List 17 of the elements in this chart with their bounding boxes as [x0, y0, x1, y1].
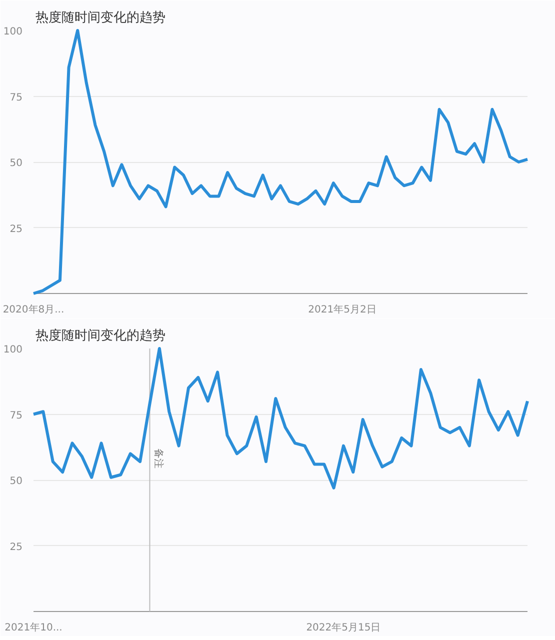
x-tick-label: 2021年10... [4, 622, 62, 634]
y-tick-label: 50 [10, 158, 23, 169]
y-tick-label: 75 [10, 410, 23, 422]
chart-title: 热度随时间变化的趋势 [36, 328, 166, 344]
x-tick-label: 2021年5月2日 [308, 304, 376, 316]
line-series [32, 347, 529, 490]
x-tick-label: 2022年5月15日 [306, 622, 381, 634]
y-tick-label: 25 [10, 542, 23, 553]
line-series [32, 29, 529, 295]
ref-line-label: 备注 [152, 448, 165, 468]
y-tick-label: 75 [10, 92, 23, 104]
y-tick-label: 25 [10, 224, 23, 235]
y-tick-label: 100 [3, 344, 23, 356]
y-tick-label: 50 [10, 476, 23, 487]
chart-title: 热度随时间变化的趋势 [36, 10, 166, 26]
x-tick-label: 2020年8月... [2, 304, 64, 316]
y-tick-label: 100 [3, 26, 23, 38]
